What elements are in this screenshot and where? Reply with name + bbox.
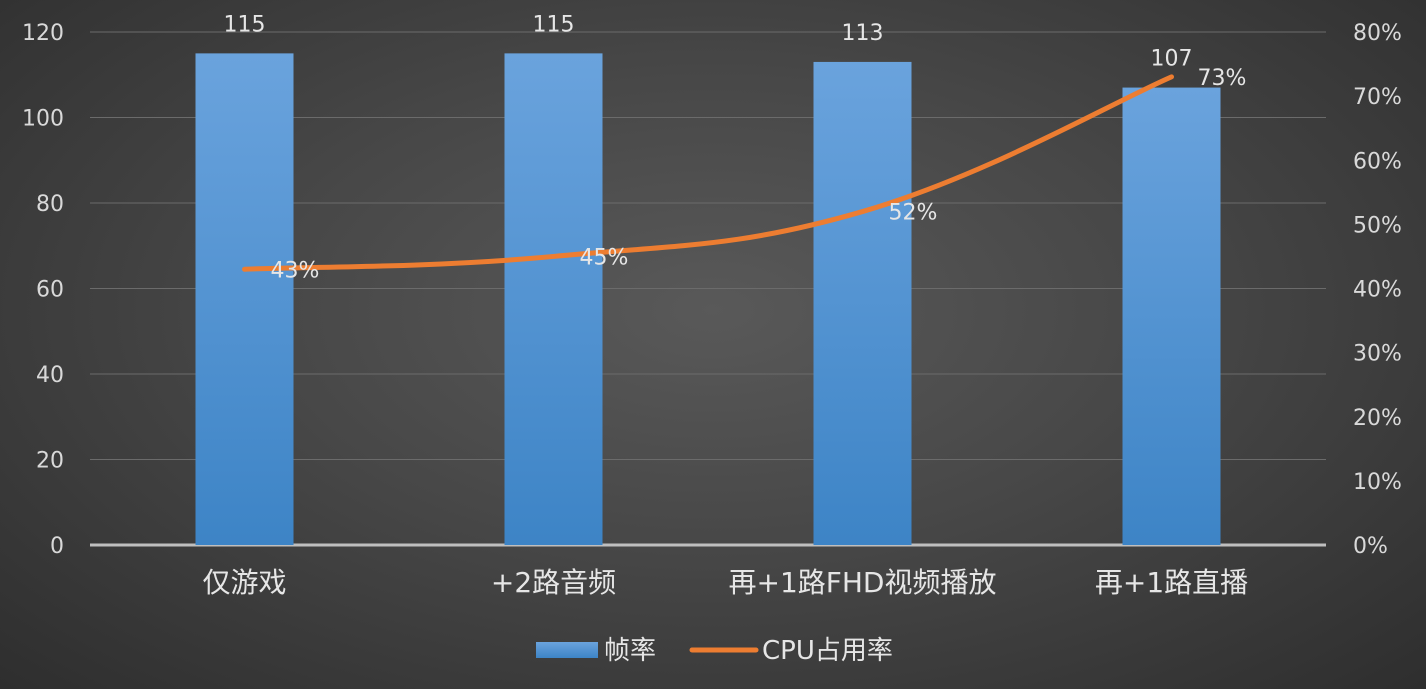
bar-series: [195, 53, 1221, 546]
legend-label-line: CPU占用率: [762, 636, 893, 666]
right-tick-label: 0%: [1353, 534, 1388, 559]
data-labels: 115 115 113 107 43% 45% 52% 73%: [224, 12, 1247, 283]
left-tick-label: 100: [22, 107, 64, 132]
legend-label-bar: 帧率: [604, 636, 656, 666]
bar: [813, 61, 912, 546]
left-tick-label: 60: [36, 278, 64, 303]
line-value-label: 73%: [1198, 66, 1247, 91]
bar-value-label: 107: [1151, 47, 1193, 72]
line-point: [860, 209, 865, 214]
bar: [504, 53, 603, 545]
right-y-axis: 0% 10% 20% 30% 40% 50% 60% 70% 80%: [1353, 21, 1402, 559]
right-tick-label: 80%: [1353, 21, 1402, 46]
gridlines: [90, 31, 1326, 547]
category-label: 再+1路直播: [1095, 566, 1248, 599]
line-value-label: 43%: [271, 258, 320, 283]
category-label: 再+1路FHD视频播放: [729, 566, 997, 599]
line-value-label: 45%: [580, 245, 629, 270]
line-point: [551, 254, 556, 259]
category-axis: 仅游戏 +2路音频 再+1路FHD视频播放 再+1路直播: [202, 566, 1248, 599]
bar-value-label: 113: [842, 21, 884, 46]
bar: [195, 53, 294, 545]
bar: [1122, 87, 1221, 545]
right-tick-label: 10%: [1353, 470, 1402, 495]
legend: 帧率 CPU占用率: [536, 636, 893, 666]
line-point: [1169, 74, 1174, 79]
left-tick-label: 20: [36, 449, 64, 474]
category-label: +2路音频: [491, 566, 616, 599]
category-label: 仅游戏: [202, 566, 286, 599]
left-y-axis: 0 20 40 60 80 100 120: [22, 21, 64, 559]
right-tick-label: 20%: [1353, 406, 1402, 431]
bar-value-label: 115: [533, 12, 575, 37]
left-tick-label: 120: [22, 21, 64, 46]
bar-value-label: 115: [224, 12, 266, 37]
left-tick-label: 40: [36, 363, 64, 388]
left-tick-label: 80: [36, 192, 64, 217]
right-tick-label: 50%: [1353, 213, 1402, 238]
right-tick-label: 30%: [1353, 342, 1402, 367]
right-tick-label: 40%: [1353, 278, 1402, 303]
legend-swatch-bar: [536, 642, 598, 658]
line-value-label: 52%: [889, 201, 938, 226]
line-point: [242, 267, 247, 272]
right-tick-label: 70%: [1353, 85, 1402, 110]
left-tick-label: 0: [50, 534, 64, 559]
cpu-line: [242, 74, 1174, 272]
right-tick-label: 60%: [1353, 149, 1402, 174]
line-series: [242, 74, 1174, 272]
